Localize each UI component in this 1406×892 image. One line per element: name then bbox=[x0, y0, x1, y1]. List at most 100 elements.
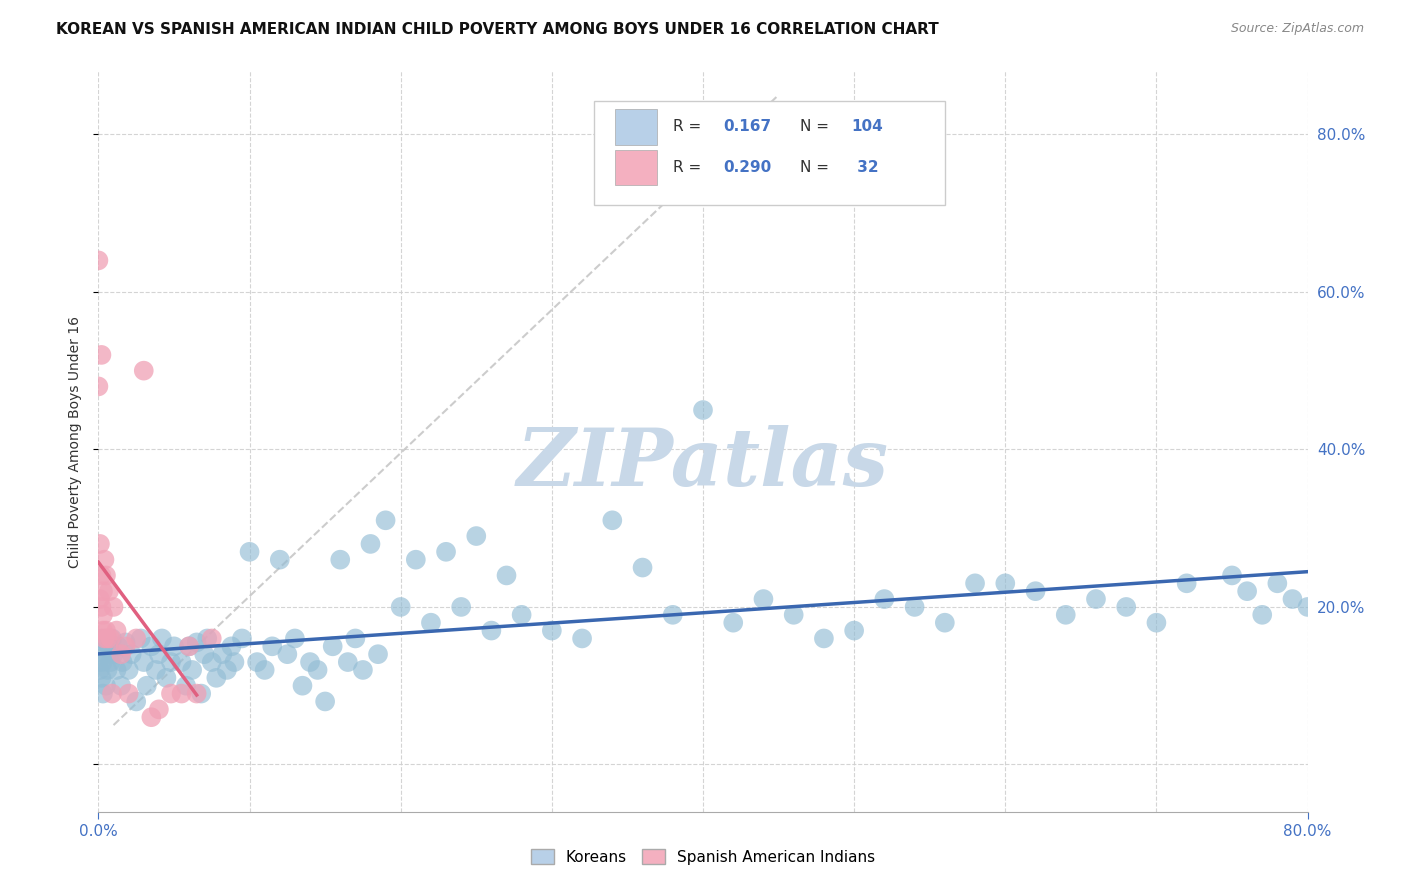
Point bbox=[692, 403, 714, 417]
Point bbox=[1236, 584, 1258, 599]
Text: N =: N = bbox=[800, 120, 834, 135]
Point bbox=[160, 687, 183, 701]
Point bbox=[374, 513, 396, 527]
Point bbox=[201, 632, 224, 646]
Point bbox=[723, 615, 745, 630]
Point bbox=[1175, 576, 1198, 591]
Point bbox=[269, 552, 291, 566]
Point bbox=[481, 624, 503, 638]
Point bbox=[322, 640, 344, 654]
Y-axis label: Child Poverty Among Boys Under 16: Child Poverty Among Boys Under 16 bbox=[69, 316, 83, 567]
Point bbox=[221, 640, 243, 654]
Point bbox=[98, 584, 121, 599]
Point bbox=[276, 647, 298, 661]
Text: N =: N = bbox=[800, 160, 834, 175]
Point bbox=[132, 364, 155, 378]
Point bbox=[114, 635, 136, 649]
Point bbox=[540, 624, 562, 638]
Point bbox=[163, 640, 186, 654]
Point bbox=[329, 552, 352, 566]
Point bbox=[121, 647, 143, 661]
Point bbox=[291, 679, 314, 693]
Point bbox=[190, 687, 212, 701]
Point bbox=[103, 599, 125, 614]
Point bbox=[1267, 576, 1289, 591]
FancyBboxPatch shape bbox=[614, 109, 657, 145]
Point bbox=[389, 599, 412, 614]
Point bbox=[89, 663, 111, 677]
Point bbox=[94, 624, 117, 638]
Point bbox=[186, 635, 208, 649]
Point bbox=[420, 615, 443, 630]
Point bbox=[994, 576, 1017, 591]
Point bbox=[1085, 592, 1108, 607]
Point bbox=[110, 679, 132, 693]
FancyBboxPatch shape bbox=[595, 101, 945, 204]
Point bbox=[170, 687, 193, 701]
Point bbox=[91, 687, 114, 701]
Text: ZIPatlas: ZIPatlas bbox=[517, 425, 889, 502]
Point bbox=[211, 647, 233, 661]
Point bbox=[170, 655, 193, 669]
Point bbox=[179, 640, 201, 654]
Point bbox=[114, 640, 136, 654]
Point bbox=[160, 655, 183, 669]
Point bbox=[1220, 568, 1243, 582]
Point bbox=[89, 592, 111, 607]
Point bbox=[336, 655, 359, 669]
Point bbox=[434, 545, 457, 559]
Point bbox=[253, 663, 276, 677]
Point bbox=[100, 632, 122, 646]
Point bbox=[752, 592, 775, 607]
Point bbox=[90, 348, 112, 362]
Text: R =: R = bbox=[672, 160, 706, 175]
Text: 32: 32 bbox=[852, 160, 879, 175]
Point bbox=[145, 663, 167, 677]
Point bbox=[813, 632, 835, 646]
Point bbox=[465, 529, 488, 543]
Point bbox=[246, 655, 269, 669]
Text: Source: ZipAtlas.com: Source: ZipAtlas.com bbox=[1230, 22, 1364, 36]
Text: KOREAN VS SPANISH AMERICAN INDIAN CHILD POVERTY AMONG BOYS UNDER 16 CORRELATION : KOREAN VS SPANISH AMERICAN INDIAN CHILD … bbox=[56, 22, 939, 37]
Point bbox=[344, 632, 367, 646]
Point bbox=[1144, 615, 1167, 630]
Point bbox=[148, 702, 170, 716]
Point bbox=[571, 632, 593, 646]
Point bbox=[284, 632, 307, 646]
Point bbox=[1115, 599, 1137, 614]
Point bbox=[661, 607, 683, 622]
Point bbox=[231, 632, 253, 646]
Point bbox=[314, 694, 336, 708]
Point bbox=[1296, 599, 1319, 614]
Point bbox=[965, 576, 987, 591]
Point bbox=[141, 710, 163, 724]
Point bbox=[90, 599, 112, 614]
Legend: Koreans, Spanish American Indians: Koreans, Spanish American Indians bbox=[524, 843, 882, 871]
Point bbox=[174, 679, 197, 693]
Point bbox=[1054, 607, 1077, 622]
Point bbox=[367, 647, 389, 661]
Point bbox=[90, 568, 112, 582]
Point bbox=[195, 632, 218, 646]
Point bbox=[90, 632, 112, 646]
Point bbox=[87, 253, 110, 268]
Point bbox=[1281, 592, 1303, 607]
Point bbox=[205, 671, 228, 685]
Point bbox=[94, 679, 117, 693]
Point bbox=[307, 663, 329, 677]
Point bbox=[262, 640, 284, 654]
Point bbox=[118, 687, 141, 701]
Point bbox=[125, 632, 148, 646]
Point bbox=[405, 552, 427, 566]
Point bbox=[93, 635, 115, 649]
Point bbox=[91, 655, 114, 669]
Point bbox=[94, 568, 117, 582]
Point bbox=[103, 647, 125, 661]
Point bbox=[90, 671, 112, 685]
Text: R =: R = bbox=[672, 120, 706, 135]
Point bbox=[93, 632, 115, 646]
Point bbox=[132, 655, 155, 669]
Point bbox=[495, 568, 517, 582]
Point bbox=[360, 537, 382, 551]
Point bbox=[193, 647, 215, 661]
